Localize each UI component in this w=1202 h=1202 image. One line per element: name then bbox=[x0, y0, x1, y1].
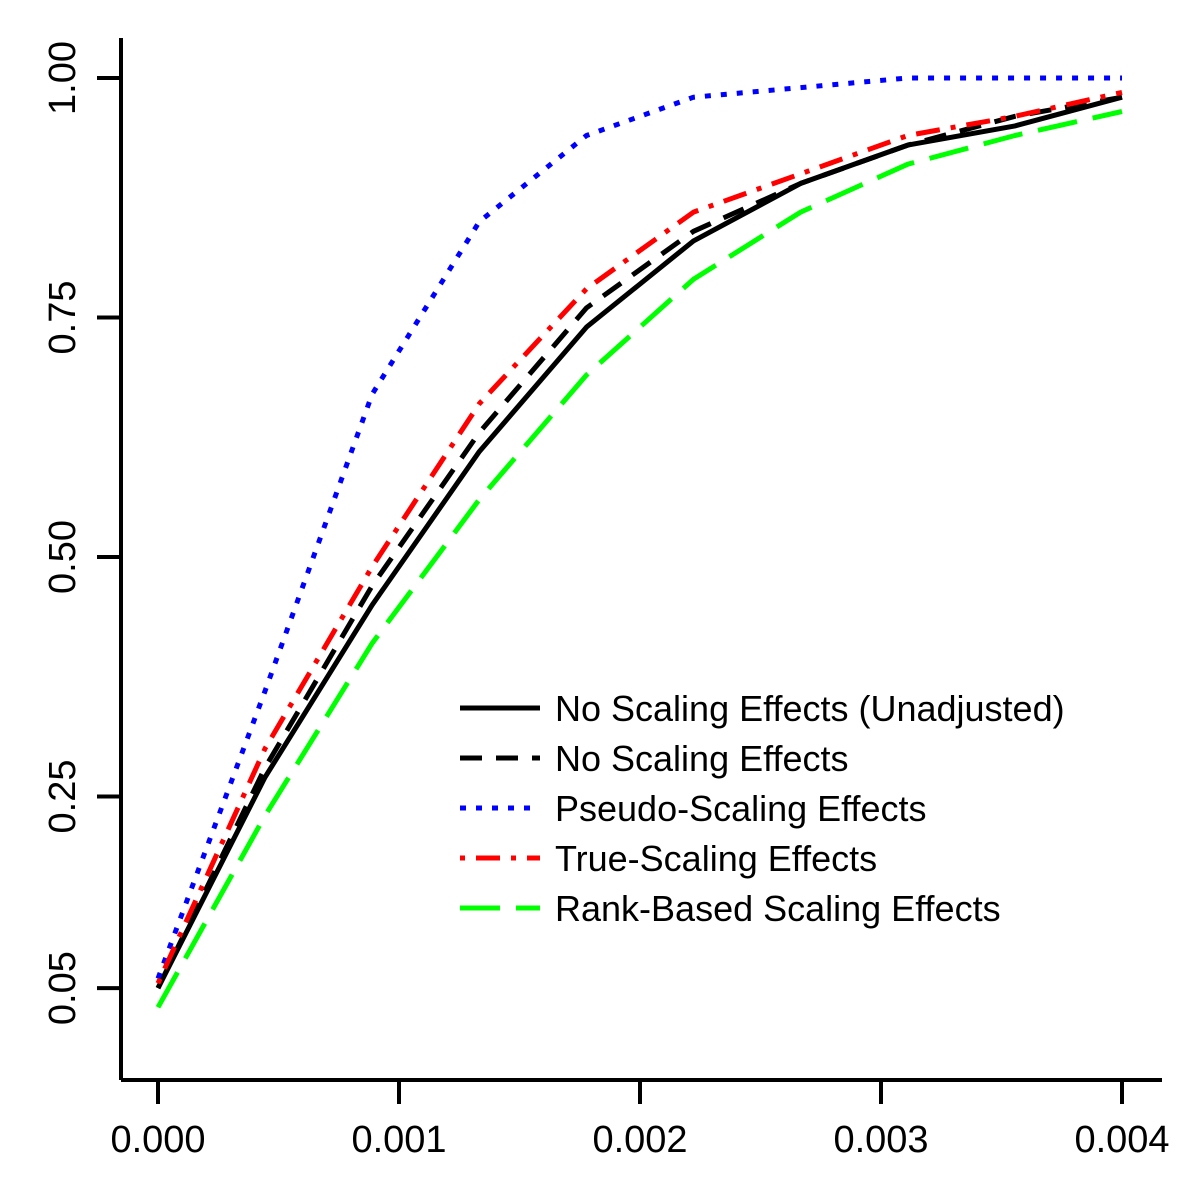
series-layer bbox=[155, 75, 1123, 1009]
legend-label-3: Pseudo-Scaling Effects bbox=[555, 788, 927, 829]
legend: No Scaling Effects (Unadjusted) No Scalin… bbox=[460, 688, 1065, 929]
x-tick-label: 0.002 bbox=[592, 1119, 687, 1161]
x-tick-label: 0.003 bbox=[833, 1119, 928, 1161]
x-tick-label: 0.000 bbox=[110, 1119, 205, 1161]
series-line-2 bbox=[155, 94, 1123, 990]
series-line-5 bbox=[155, 109, 1123, 1009]
legend-label-2: No Scaling Effects bbox=[555, 738, 848, 779]
x-tick-label: 0.004 bbox=[1074, 1119, 1169, 1161]
axes: 0.05 0.25 0.50 0.75 1.00 0.000 0.001 0.002 0.003… bbox=[42, 38, 1170, 1161]
legend-label-1: No Scaling Effects (Unadjusted) bbox=[555, 688, 1065, 729]
x-tick-label: 0.001 bbox=[351, 1119, 446, 1161]
y-tick-label: 0.75 bbox=[42, 281, 84, 355]
y-tick-label: 0.50 bbox=[42, 520, 84, 594]
series-line-1 bbox=[155, 94, 1123, 990]
y-tick-label: 1.00 bbox=[42, 41, 84, 115]
series-line-4 bbox=[155, 89, 1123, 985]
legend-label-4: True-Scaling Effects bbox=[555, 838, 877, 879]
y-tick-label: 0.25 bbox=[42, 760, 84, 834]
legend-label-5: Rank-Based Scaling Effects bbox=[555, 888, 1001, 929]
series-line-3 bbox=[155, 75, 1122, 980]
y-tick-label: 0.05 bbox=[42, 951, 84, 1025]
